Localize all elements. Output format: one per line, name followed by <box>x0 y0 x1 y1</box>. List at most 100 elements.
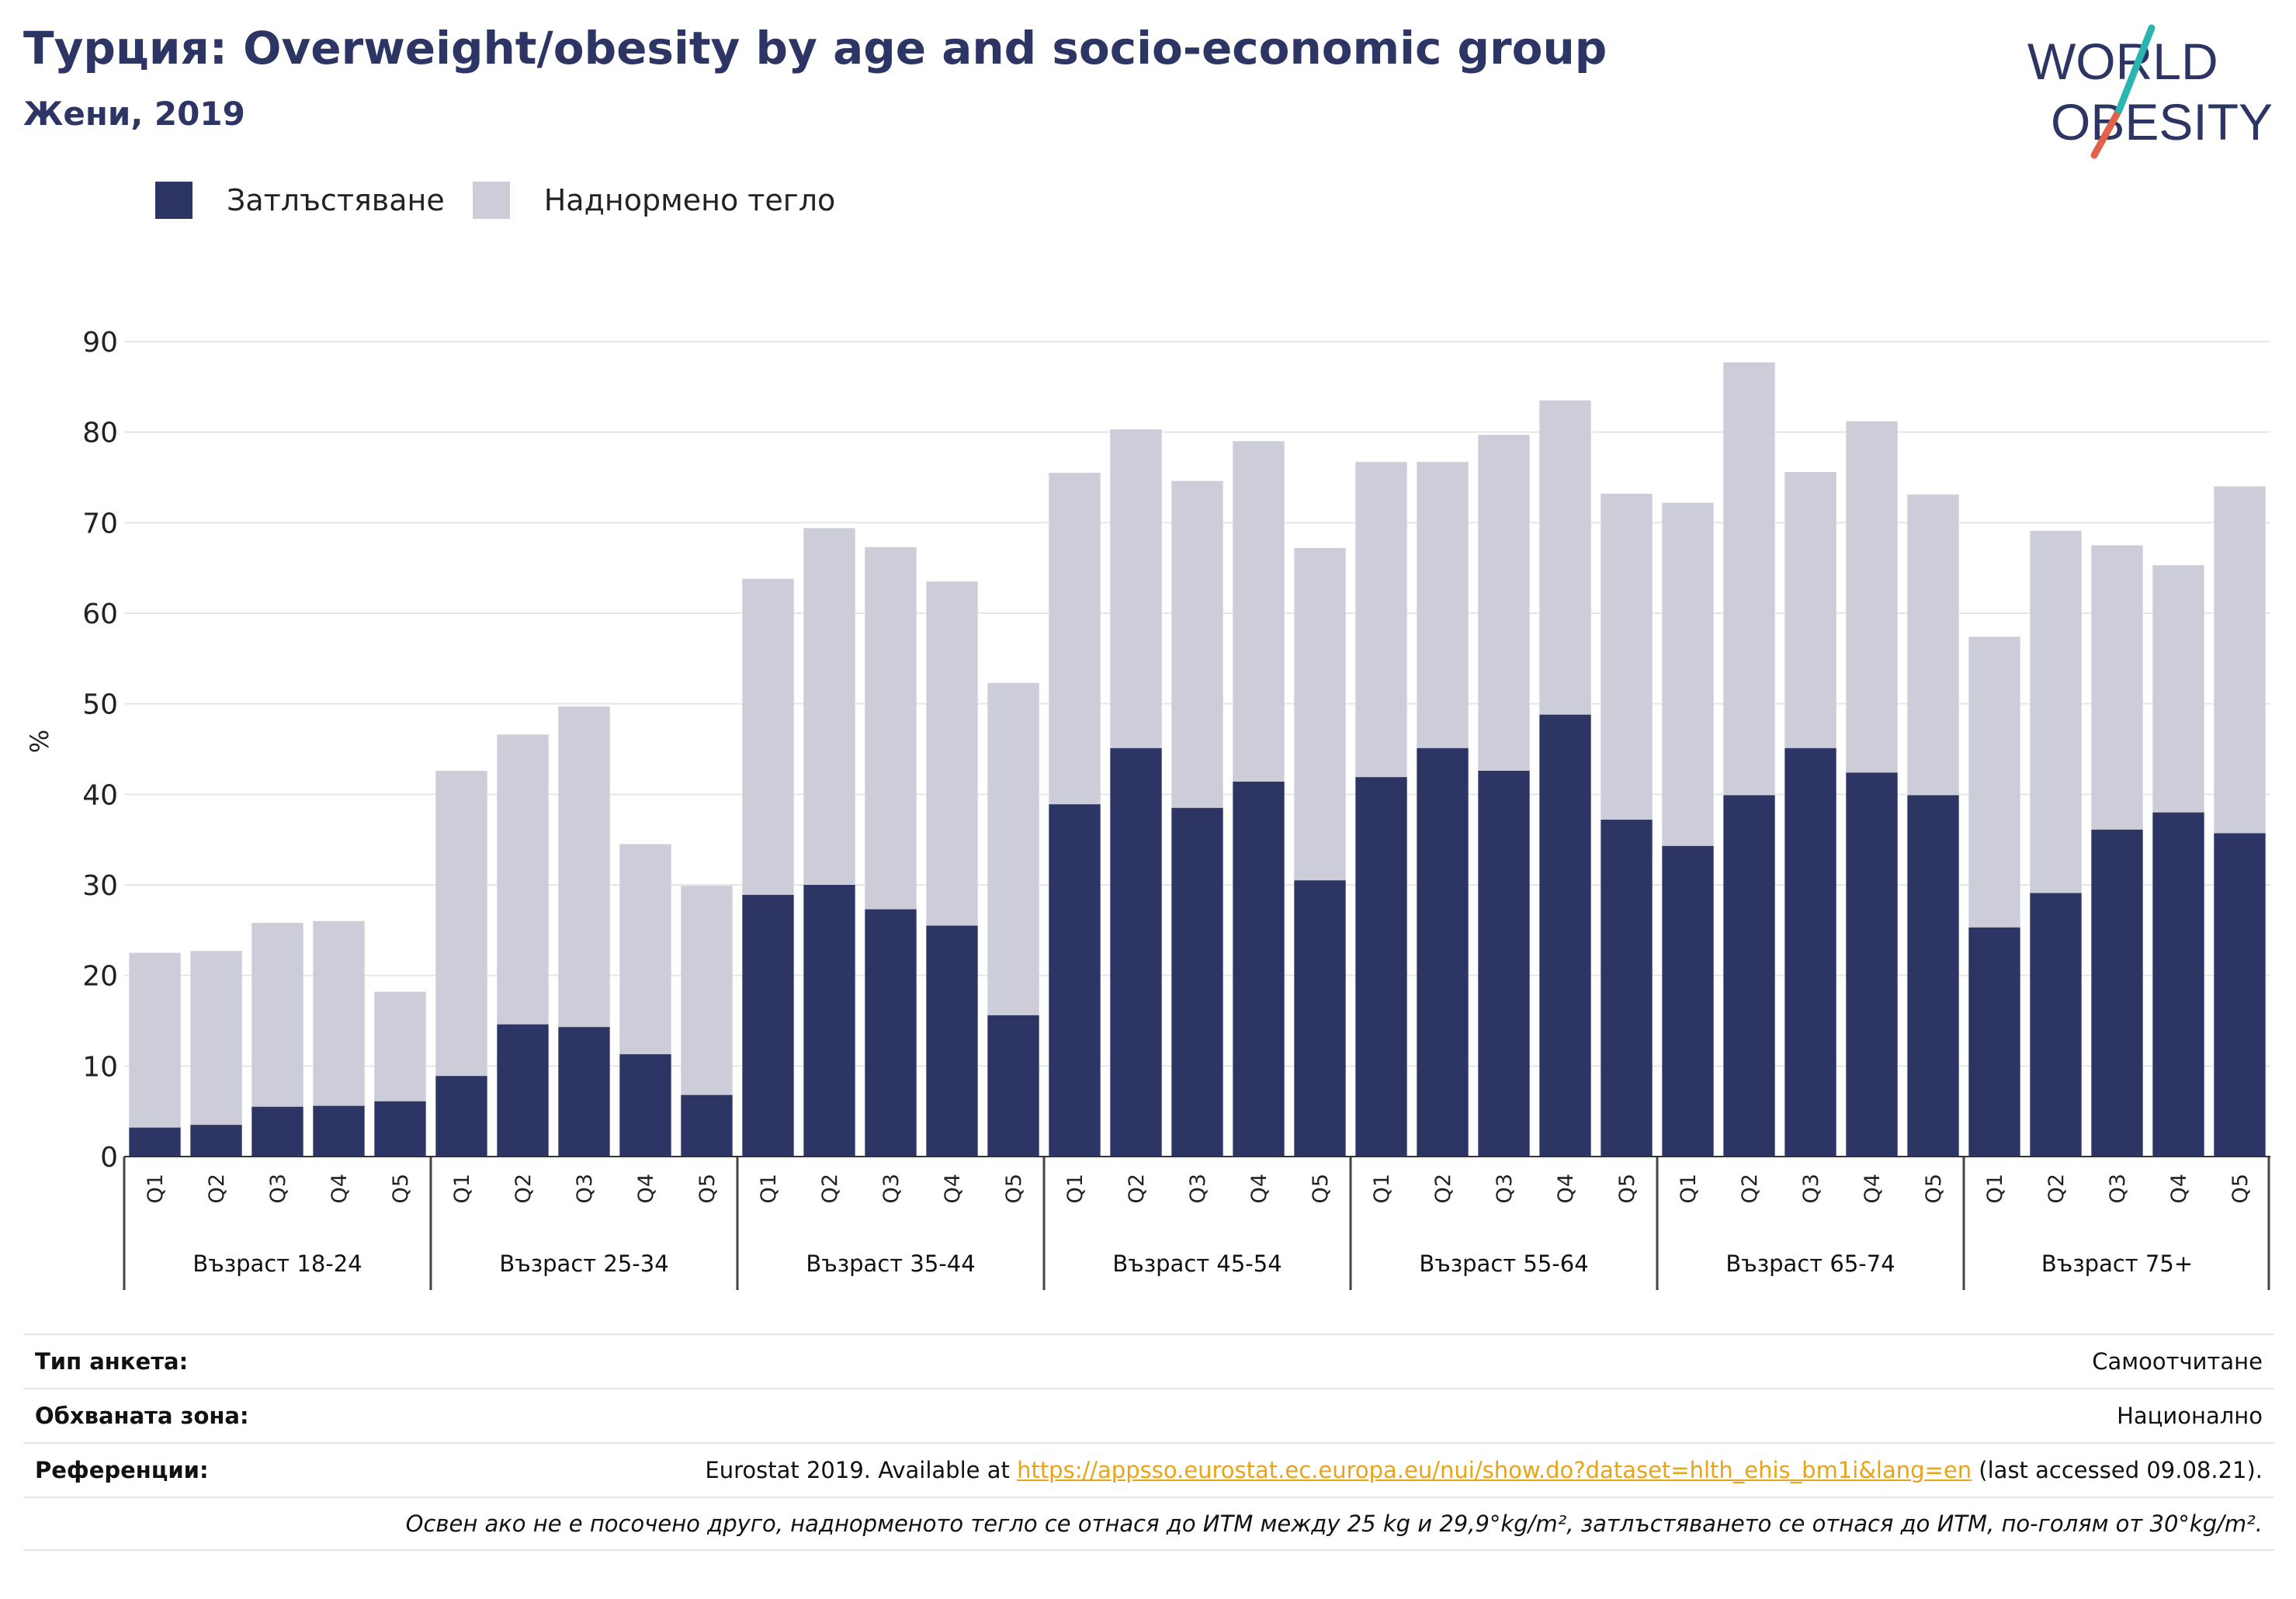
group-label: Възраст 25-34 <box>499 1250 668 1277</box>
bar-overweight <box>1171 480 1223 808</box>
bar-obesity <box>313 1105 365 1157</box>
bar-obesity <box>1968 927 2020 1157</box>
references-suffix: (last accessed 09.08.21). <box>1972 1457 2263 1483</box>
bar-obesity <box>1171 807 1223 1157</box>
x-tick-label: Q5 <box>1922 1174 1946 1203</box>
x-tick-label: Q1 <box>757 1174 781 1203</box>
bar-overweight <box>926 581 978 926</box>
footer-row-references: Референции: Eurostat 2019. Available at … <box>23 1442 2274 1497</box>
definition-note: Освен ако не е посочено друго, наднормен… <box>405 1511 2263 1537</box>
bar-overweight <box>803 528 855 885</box>
footer-row-survey-type: Тип анкета: Самоотчитане <box>23 1334 2274 1388</box>
bar-obesity <box>619 1054 671 1157</box>
x-tick-label: Q3 <box>266 1174 290 1203</box>
bar-overweight <box>987 682 1039 1015</box>
x-tick-label: Q2 <box>1738 1174 1762 1203</box>
x-tick-label: Q5 <box>1615 1174 1639 1203</box>
legend-swatch-obesity <box>155 182 192 219</box>
bar-obesity <box>1049 804 1101 1157</box>
legend-item-obesity: Затлъстяване <box>155 182 445 219</box>
bar-obesity <box>2030 893 2082 1157</box>
group-label: Възраст 18-24 <box>192 1250 362 1277</box>
y-tick-label: 20 <box>82 961 118 993</box>
bar-overweight <box>2152 565 2204 813</box>
bar-obesity <box>1723 795 1775 1157</box>
bar-overweight <box>313 921 365 1106</box>
bar-obesity <box>681 1094 733 1157</box>
x-tick-label: Q1 <box>450 1174 474 1203</box>
bar-overweight <box>497 734 549 1025</box>
x-tick-label: Q5 <box>695 1174 720 1203</box>
bar-overweight <box>865 546 917 910</box>
bar-obesity <box>435 1076 487 1157</box>
bar-obesity <box>129 1127 181 1157</box>
bar-overweight <box>435 771 487 1077</box>
x-tick-label: Q2 <box>1431 1174 1455 1203</box>
bar-obesity <box>1784 747 1836 1157</box>
bar-obesity <box>1846 772 1898 1157</box>
bar-overweight <box>1723 362 1775 796</box>
world-obesity-logo: WORLD OBESITY <box>2027 24 2273 159</box>
info-footer: Тип анкета: Самоотчитане Обхваната зона:… <box>23 1334 2274 1551</box>
x-tick-label: Q1 <box>1063 1174 1087 1203</box>
footer-row-coverage: Обхваната зона: Национално <box>23 1388 2274 1442</box>
bar-overweight <box>374 991 426 1101</box>
x-tick-label: Q4 <box>1247 1174 1271 1203</box>
coverage-label: Обхваната зона: <box>35 1403 249 1429</box>
group-label: Възраст 55-64 <box>1419 1250 1588 1277</box>
bar-overweight <box>1907 494 1959 796</box>
x-tick-label: Q4 <box>2167 1174 2191 1203</box>
bar-obesity <box>742 894 794 1157</box>
bar-overweight <box>2214 486 2266 834</box>
logo-line2: OBESITY <box>2051 93 2273 151</box>
x-tick-label: Q3 <box>1493 1174 1517 1203</box>
references-label: Референции: <box>35 1457 209 1483</box>
bar-obesity <box>497 1024 549 1157</box>
coverage-value: Национално <box>2117 1403 2263 1429</box>
bar-obesity <box>2091 829 2143 1157</box>
bar-obesity <box>2214 833 2266 1157</box>
logo-slash-red <box>2090 106 2123 159</box>
x-tick-label: Q5 <box>389 1174 413 1203</box>
y-tick-label: 40 <box>82 779 118 811</box>
x-tick-label: Q2 <box>818 1174 842 1203</box>
y-tick-label: 0 <box>100 1142 118 1174</box>
bar-obesity <box>251 1106 303 1157</box>
chart-legend: Затлъстяване Наднормено тегло <box>155 179 863 222</box>
x-tick-label: Q3 <box>879 1174 903 1203</box>
legend-swatch-overweight <box>472 182 510 219</box>
y-tick-label: 30 <box>82 870 118 902</box>
stacked-bar-chart: 0 10 20 30 40 50 60 70 80 90% Q1 Q2 Q3 Q4 Q5 Възраст 18… <box>25 327 2270 1290</box>
bar-overweight <box>1846 421 1898 773</box>
y-tick-label: 70 <box>82 508 118 539</box>
legend-label-obesity: Затлъстяване <box>227 183 445 217</box>
bar-overweight <box>2091 545 2143 830</box>
bar-obesity <box>1417 747 1469 1157</box>
bar-overweight <box>558 706 610 1028</box>
logo-line1: WORLD <box>2027 33 2218 90</box>
bar-obesity <box>1478 771 1530 1157</box>
references-link[interactable]: https://appsso.eurostat.ec.europa.eu/nui… <box>1017 1457 1972 1483</box>
bar-obesity <box>374 1101 426 1157</box>
bar-obesity <box>865 909 917 1157</box>
x-tick-label: Q1 <box>1677 1174 1701 1203</box>
bar-obesity <box>1294 880 1346 1157</box>
x-tick-label: Q2 <box>2045 1174 2069 1203</box>
x-tick-label: Q5 <box>1002 1174 1026 1203</box>
x-tick-label: Q2 <box>205 1174 229 1203</box>
x-tick-label: Q3 <box>573 1174 597 1203</box>
x-tick-label: Q4 <box>1554 1174 1578 1203</box>
y-axis-label: % <box>25 730 54 753</box>
references-value: Eurostat 2019. Available at https://apps… <box>705 1457 2263 1483</box>
x-tick-label: Q4 <box>328 1174 352 1203</box>
bar-obesity <box>2152 812 2204 1157</box>
bar-obesity <box>1662 845 1714 1157</box>
x-tick-label: Q4 <box>941 1174 965 1203</box>
bar-obesity <box>1233 782 1285 1157</box>
x-tick-label: Q1 <box>144 1174 168 1203</box>
bar-overweight <box>1784 472 1836 748</box>
bar-overweight <box>1478 435 1530 771</box>
y-tick-label: 50 <box>82 689 118 721</box>
survey-type-value: Самоотчитане <box>2092 1348 2263 1375</box>
y-tick-label: 10 <box>82 1051 118 1083</box>
